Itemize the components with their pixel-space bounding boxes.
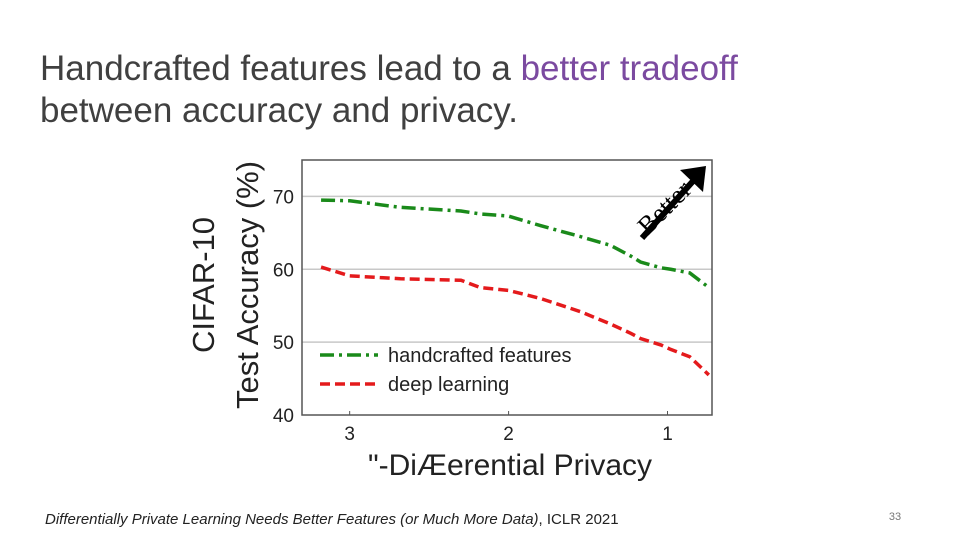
citation: Differentially Private Learning Needs Be… bbox=[45, 511, 619, 528]
citation-paper: Differentially Private Learning Needs Be… bbox=[45, 511, 539, 528]
legend-label: deep learning bbox=[388, 374, 509, 396]
legend-label: handcrafted features bbox=[388, 345, 571, 367]
slide-title-line-2: between accuracy and privacy. bbox=[40, 91, 518, 130]
annotation-arrow bbox=[639, 177, 697, 241]
x-tick-label: 3 bbox=[344, 424, 355, 445]
plot-frame bbox=[301, 159, 713, 416]
x-tick-label: 2 bbox=[503, 424, 514, 445]
x-tick-label: 1 bbox=[662, 424, 673, 445]
y-tick-label: 70 bbox=[273, 187, 294, 208]
y-tick-label: 40 bbox=[273, 406, 294, 427]
series-line bbox=[321, 198, 710, 289]
title-highlight: better tradeoff bbox=[521, 49, 739, 88]
annotation-arrowhead bbox=[680, 166, 706, 192]
x-axis-label: "-DiÆerential Privacy bbox=[368, 449, 652, 482]
citation-venue: , ICLR 2021 bbox=[539, 511, 619, 528]
title-text: Handcrafted features lead to a bbox=[40, 49, 521, 88]
y-axis-label: CIFAR-10 bbox=[186, 217, 221, 353]
page-number: 33 bbox=[889, 511, 901, 523]
y-tick-label: 60 bbox=[273, 260, 294, 281]
y-axis-label: Test Accuracy (%) bbox=[230, 161, 265, 409]
slide-title-line-1: Handcrafted features lead to a better tr… bbox=[40, 49, 738, 88]
y-tick-label: 50 bbox=[273, 333, 294, 354]
